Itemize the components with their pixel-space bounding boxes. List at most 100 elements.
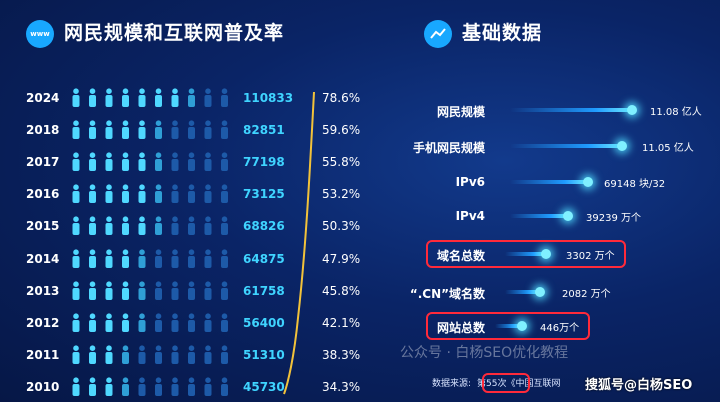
person-icon	[204, 377, 212, 396]
person-icon	[171, 88, 179, 107]
penetration-rate: 53.2%	[322, 187, 361, 202]
stat-value: 3302 万个	[566, 251, 615, 262]
stat-bar-end-dot	[517, 321, 527, 331]
stat-label: IPv6	[455, 175, 485, 189]
person-icon	[204, 216, 212, 236]
user-count: 45730	[243, 379, 285, 394]
stat-bar-end-dot	[541, 249, 551, 259]
person-icon	[105, 184, 113, 204]
person-icon	[138, 88, 146, 107]
year-label: 2012	[26, 315, 60, 330]
year-label: 2010	[26, 379, 60, 394]
person-icon	[204, 152, 212, 172]
person-icon	[204, 184, 212, 204]
table-row: 2017 77198 55.8%	[0, 152, 360, 172]
person-icon	[72, 184, 80, 204]
person-icon	[155, 377, 162, 396]
person-icon	[221, 313, 228, 332]
person-icon	[122, 248, 129, 268]
person-icon	[171, 345, 179, 364]
person-icon	[221, 88, 228, 107]
person-icon	[105, 345, 113, 364]
person-icon	[188, 88, 195, 107]
person-icon	[122, 120, 129, 140]
stat-bar	[510, 180, 588, 184]
www-icon: www	[26, 20, 54, 48]
person-icon	[138, 216, 146, 236]
person-icon	[138, 152, 146, 172]
stat-bar-end-dot	[563, 211, 573, 221]
table-row: 2012 56400 42.1%	[0, 313, 360, 333]
person-icon	[72, 377, 80, 396]
person-icon	[171, 248, 179, 268]
stat-bar-end-dot	[627, 105, 637, 115]
person-icon	[155, 152, 162, 172]
growth-curve	[283, 91, 315, 395]
stat-value: 39239 万个	[586, 213, 641, 224]
person-icon	[89, 377, 96, 396]
stat-bar	[510, 108, 632, 112]
person-icon	[138, 184, 146, 204]
person-icon	[105, 216, 113, 236]
person-icon	[89, 345, 96, 364]
population-pictogram	[72, 248, 228, 268]
penetration-rate: 45.8%	[322, 283, 361, 298]
stat-label: 网民规模	[436, 105, 485, 119]
person-icon	[221, 120, 228, 140]
person-icon	[171, 216, 179, 236]
right-panel-title: 基础数据	[462, 22, 543, 44]
penetration-rate: 50.3%	[322, 219, 361, 234]
person-icon	[122, 313, 129, 332]
person-icon	[171, 313, 179, 332]
population-pictogram	[72, 313, 228, 332]
person-icon	[89, 280, 96, 300]
stat-label: 网站总数	[436, 321, 485, 335]
person-icon	[204, 88, 212, 107]
person-icon	[171, 280, 179, 300]
person-icon	[72, 216, 80, 236]
population-pictogram	[72, 88, 228, 107]
table-row: 2018 82851 59.6%	[0, 120, 360, 140]
person-icon	[188, 313, 195, 332]
person-icon	[138, 280, 146, 300]
person-icon	[155, 280, 162, 300]
stat-value: 11.08 亿人	[650, 107, 702, 118]
person-icon	[89, 184, 96, 204]
stat-value: 11.05 亿人	[642, 143, 694, 154]
person-icon	[155, 120, 162, 140]
penetration-rate: 55.8%	[322, 155, 361, 170]
person-icon	[138, 313, 146, 332]
person-icon	[188, 184, 195, 204]
person-icon	[188, 345, 195, 364]
population-pictogram	[72, 152, 228, 172]
stat-label: IPv4	[455, 209, 485, 223]
year-label: 2015	[26, 219, 60, 234]
person-icon	[89, 152, 96, 172]
population-pictogram	[72, 345, 228, 364]
person-icon	[188, 280, 195, 300]
person-icon	[89, 248, 96, 268]
person-icon	[188, 216, 195, 236]
stat-value: 2082 万个	[562, 289, 611, 300]
table-row: 2014 64875 47.9%	[0, 248, 361, 269]
table-row: 2010 45730 34.3%	[0, 377, 360, 397]
stat-bar	[495, 324, 522, 328]
person-icon	[221, 280, 228, 300]
user-count: 110833	[243, 91, 294, 105]
person-icon	[105, 248, 113, 268]
penetration-rate: 47.9%	[322, 251, 361, 266]
person-icon	[72, 345, 80, 364]
person-icon	[188, 248, 195, 268]
person-icon	[72, 280, 80, 300]
population-pictogram	[72, 184, 228, 204]
population-pictogram	[72, 377, 228, 396]
person-icon	[72, 313, 80, 332]
person-icon	[221, 184, 228, 204]
stat-bar	[510, 214, 568, 218]
highlight-box	[426, 240, 626, 268]
person-icon	[105, 377, 113, 396]
person-icon	[105, 313, 113, 332]
person-icon	[155, 184, 162, 204]
person-icon	[155, 216, 162, 236]
year-label: 2016	[26, 187, 60, 202]
